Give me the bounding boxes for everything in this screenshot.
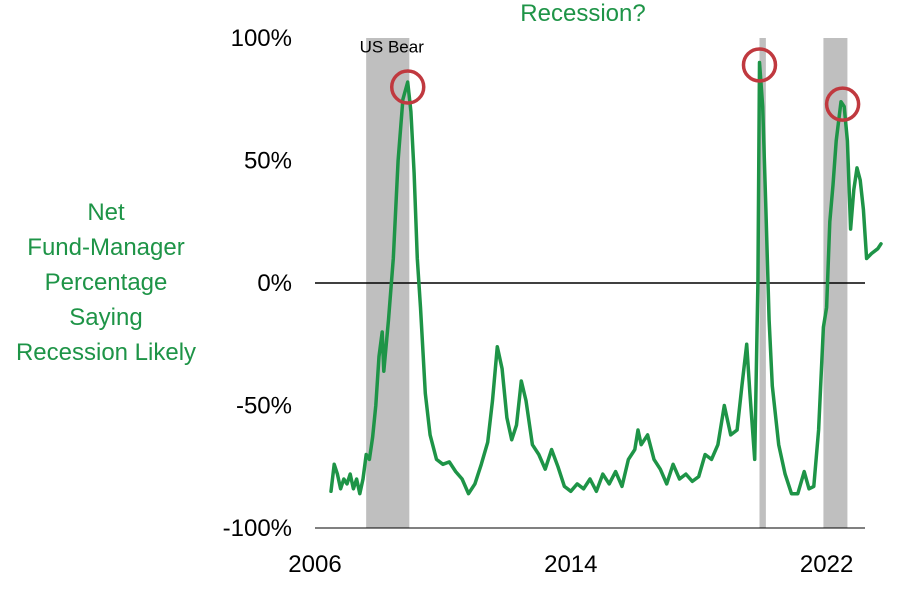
y-tick-label: 0% <box>257 270 292 297</box>
x-tick-label: 2006 <box>288 551 341 578</box>
highlight-circle-3 <box>824 86 861 122</box>
y-tick-label: -50% <box>236 393 292 420</box>
highlight-circle-2 <box>741 47 778 83</box>
annotations-layer: US Bear <box>360 38 425 57</box>
tick-labels-layer: 100% 50% 0% -50% -100% 2006 2014 2022 <box>223 25 854 578</box>
chart-title: Recession? <box>520 0 645 27</box>
y-tick-label: -100% <box>223 515 292 542</box>
axes-layer <box>315 282 865 529</box>
series-line-1 <box>329 60 883 496</box>
highlight-circles-layer <box>389 47 861 122</box>
y-axis-label-line: Fund-Manager <box>27 234 184 261</box>
y-tick-label: 100% <box>231 25 292 52</box>
x-tick-label: 2014 <box>544 551 597 578</box>
y-axis-label: Net Fund-Manager Percentage Saying Recession… <box>16 199 196 366</box>
x-tick-label: 2022 <box>800 551 853 578</box>
y-axis-label-line: Percentage <box>45 269 168 296</box>
y-tick-label: 50% <box>244 148 292 175</box>
series-layer <box>329 60 883 496</box>
y-axis-label-line: Recession Likely <box>16 339 196 366</box>
y-axis-label-line: Net <box>87 199 125 226</box>
highlight-circle-1 <box>389 69 426 105</box>
annotation-label: US Bear <box>360 38 425 57</box>
y-axis-label-line: Saying <box>69 304 142 331</box>
